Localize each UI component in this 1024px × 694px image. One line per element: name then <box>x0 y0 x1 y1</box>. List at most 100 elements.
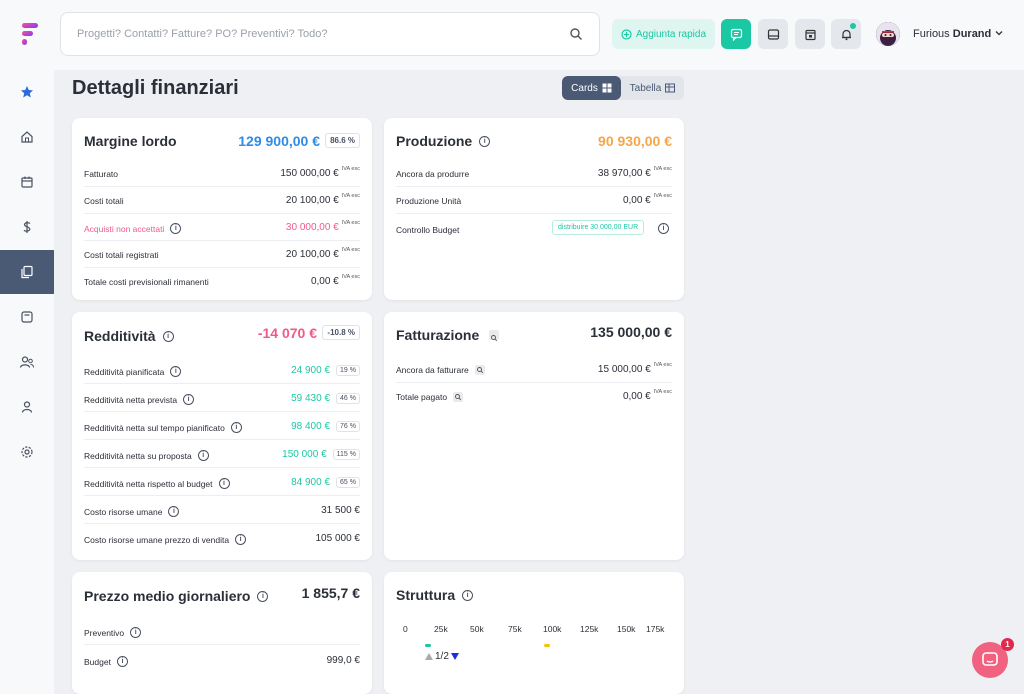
row-value-wrap: 999,0 € <box>327 655 360 666</box>
messages-button[interactable] <box>721 19 751 49</box>
row-value-wrap: 31 500 € <box>321 505 360 516</box>
legend-pager: 1/2 <box>424 651 460 662</box>
table-row: Produzione Unità 0,00 € IVA esc <box>396 187 672 214</box>
info-icon[interactable]: i <box>116 656 128 667</box>
search-input[interactable]: Progetti? Contatti? Fatture? PO? Prevent… <box>77 28 328 40</box>
search-icon[interactable] <box>453 392 464 402</box>
table-row: Redditività netta sul tempo pianificato i… <box>84 413 360 440</box>
info-icon[interactable]: i <box>235 534 247 545</box>
star-icon <box>21 86 33 98</box>
table-row: Ancora da produrre 38 970,00 € IVA esc <box>396 160 672 187</box>
archive-icon <box>21 311 33 323</box>
sidebar-item-settings[interactable] <box>0 430 54 474</box>
iva-note: IVA esc <box>653 389 672 395</box>
user-last-name: Durand <box>952 28 992 40</box>
sidebar-item-favorites[interactable] <box>0 70 54 114</box>
info-icon[interactable]: i <box>218 478 230 489</box>
view-cards-button[interactable]: Cards <box>562 76 621 100</box>
sidebar-item-contacts[interactable] <box>0 340 54 384</box>
sidebar-item-profile[interactable] <box>0 385 54 429</box>
card-title: Redditività <box>84 328 156 344</box>
fatturazione-card: Fatturazione 135 000,00 € Ancora da fatt… <box>384 312 684 560</box>
row-value: 105 000 € <box>315 533 361 544</box>
sidebar-item-home[interactable] <box>0 115 54 159</box>
support-chat-button[interactable]: 1 <box>972 638 1014 678</box>
row-label: Produzione Unità <box>396 196 462 206</box>
row-value-wrap: 20 100,00 € IVA esc <box>286 247 360 260</box>
table-row: Fatturato 150 000,00 € IVA esc <box>84 160 360 187</box>
info-icon[interactable]: i <box>168 506 180 517</box>
row-value-wrap: 0,00 € IVA esc <box>310 274 360 287</box>
inbox-button[interactable] <box>758 19 788 49</box>
row-value: 150 000 € <box>282 449 327 460</box>
legend-swatch <box>544 644 550 647</box>
chat-icon <box>730 28 742 41</box>
row-value: 38 970,00 € <box>597 168 651 179</box>
produzione-value: 90 930,00 € <box>598 133 672 149</box>
search-icon[interactable] <box>474 365 485 375</box>
margine-lordo-card: Margine lordo 129 900,00 € 86.6 % Fattur… <box>72 118 372 300</box>
chevron-down-icon[interactable] <box>994 28 1004 38</box>
calendar-icon <box>804 29 816 40</box>
info-icon[interactable]: i <box>162 330 174 342</box>
quick-add-button[interactable]: Aggiunta rapida <box>612 19 715 49</box>
search-bar[interactable]: Progetti? Contatti? Fatture? PO? Prevent… <box>60 12 600 56</box>
row-label-wrap: Redditività pianificata i <box>84 366 182 377</box>
avatar[interactable] <box>876 22 900 46</box>
info-icon[interactable]: i <box>462 589 474 601</box>
row-label: Ancora da produrre <box>396 169 470 179</box>
iva-note: IVA esc <box>341 193 360 199</box>
info-icon[interactable]: i <box>170 366 182 377</box>
view-cards-label: Cards <box>571 82 598 94</box>
row-value-wrap: 150 000,00 € IVA esc <box>280 166 360 179</box>
budget-distribute-button[interactable]: distribuire 30 000,00 EUR <box>552 220 645 235</box>
sidebar-item-documents[interactable] <box>0 250 54 294</box>
row-value: 999,0 € <box>326 655 360 666</box>
row-value-wrap: 30 000,00 € IVA esc <box>285 220 360 233</box>
calendar-button[interactable] <box>795 19 825 49</box>
card-title: Struttura <box>396 587 456 603</box>
plus-circle-icon <box>621 28 632 40</box>
row-value: 30 000,00 € <box>285 222 339 233</box>
info-icon[interactable]: i <box>257 590 269 602</box>
info-icon[interactable]: i <box>230 422 242 433</box>
page-title: Dettagli finanziari <box>72 77 239 99</box>
info-icon[interactable]: i <box>183 394 195 405</box>
pct-badge: 76 % <box>336 421 360 432</box>
sidebar-item-finance[interactable] <box>0 205 54 249</box>
axis-tick-label: 0 <box>403 624 408 634</box>
sidebar-item-calendar[interactable] <box>0 160 54 204</box>
info-icon[interactable]: i <box>170 223 182 234</box>
info-icon[interactable]: i <box>130 627 142 638</box>
row-value-wrap: 84 900 € 65 % <box>291 477 360 488</box>
info-icon[interactable]: i <box>197 450 209 461</box>
row-label: Costi totali <box>84 196 124 206</box>
app-logo[interactable] <box>20 22 40 46</box>
row-value-wrap: 98 400 € 76 % <box>291 421 360 432</box>
row-value-wrap: 20 100,00 € IVA esc <box>286 193 360 206</box>
search-icon[interactable] <box>489 330 500 342</box>
row-value: 0,00 € <box>310 276 339 287</box>
row-label-wrap: Preventivo i <box>84 627 142 638</box>
info-icon[interactable]: i <box>658 223 669 234</box>
arrow-up-icon[interactable] <box>424 652 434 661</box>
arrow-down-icon[interactable] <box>450 652 460 661</box>
search-icon[interactable] <box>569 27 583 41</box>
iva-note: IVA esc <box>653 362 672 368</box>
notification-dot <box>850 23 856 29</box>
row-value-wrap: 105 000 € <box>316 533 361 544</box>
card-title-wrap: Struttura i <box>396 587 474 603</box>
row-value: 98 400 € <box>291 421 331 432</box>
iva-note: IVA esc <box>653 166 672 172</box>
axis-tick-label: 50k <box>470 624 484 634</box>
row-label-wrap: Costo risorse umane i <box>84 506 180 517</box>
view-table-button[interactable]: Tabella <box>621 76 684 100</box>
sidebar-item-archive[interactable] <box>0 295 54 339</box>
axis-tick-label: 150k <box>617 624 636 634</box>
notifications-button[interactable] <box>831 19 861 49</box>
user-name[interactable]: Furious Durand <box>913 28 991 40</box>
info-icon[interactable]: i <box>479 135 491 147</box>
pct-badge: 65 % <box>336 477 360 488</box>
iva-note: IVA esc <box>341 220 360 226</box>
produzione-card: Produzione i 90 930,00 € Ancora da produr… <box>384 118 684 300</box>
